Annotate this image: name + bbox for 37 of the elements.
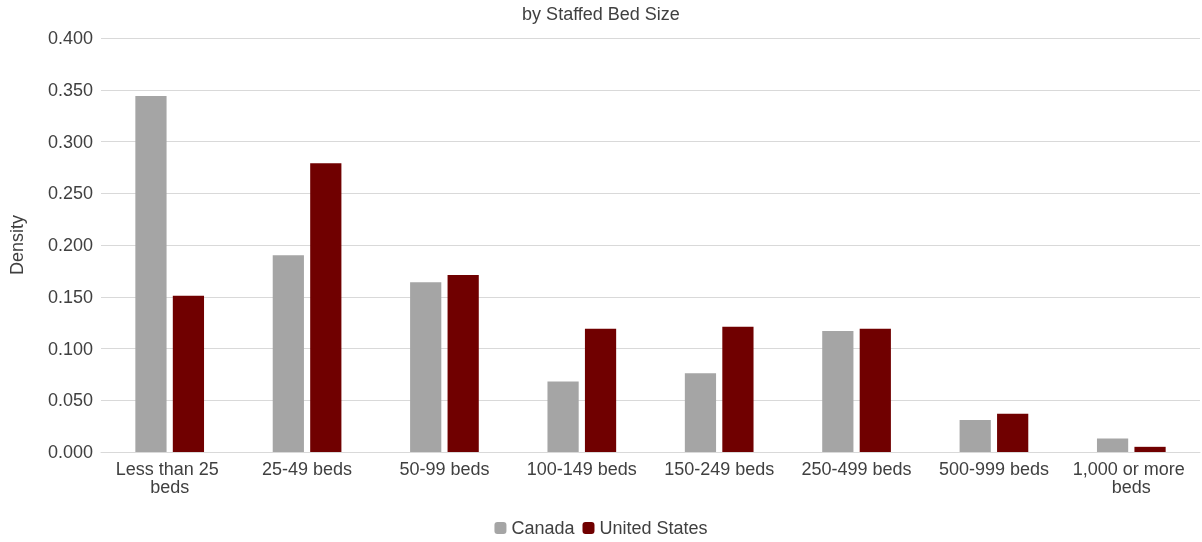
y-tick-label: 0.300 — [47, 131, 93, 152]
bar — [1096, 438, 1129, 452]
bar — [272, 255, 304, 452]
legend-label: United States — [599, 518, 708, 538]
bar — [1134, 446, 1166, 452]
y-tick-label: 0.250 — [47, 183, 93, 204]
bar — [722, 326, 754, 452]
y-axis-title: Density — [7, 214, 27, 276]
y-tick-label: 0.200 — [47, 235, 93, 255]
bar — [172, 295, 205, 452]
bar — [959, 419, 991, 452]
x-tick-label: 100-149 beds — [526, 459, 637, 479]
bar — [410, 282, 442, 452]
bar — [684, 373, 717, 452]
x-tick-label: 1,000 or more beds — [1072, 459, 1190, 497]
bar — [547, 381, 579, 452]
y-tick-label: 0.150 — [47, 286, 93, 307]
bar — [997, 413, 1029, 452]
x-tick-label: Less than 25 beds — [115, 459, 224, 497]
bar — [859, 328, 891, 452]
bar — [822, 330, 854, 452]
x-tick-label: 50-99 beds — [399, 459, 490, 479]
bar — [135, 95, 167, 452]
bar — [310, 163, 342, 452]
y-tick-label: 0.100 — [47, 338, 93, 359]
bar — [584, 328, 617, 452]
legend-label: Canada — [511, 518, 576, 538]
y-tick-label: 0.000 — [47, 442, 93, 462]
y-tick-label: 0.050 — [47, 390, 93, 411]
chart-title: by Staffed Bed Size — [522, 4, 680, 24]
x-tick-label: 250-499 beds — [801, 459, 912, 479]
y-tick-label: 0.350 — [47, 79, 93, 100]
bar — [447, 275, 479, 452]
x-tick-label: 500-999 beds — [938, 459, 1049, 479]
x-tick-label: 150-249 beds — [664, 459, 775, 479]
x-tick-label: 25-49 beds — [262, 459, 353, 479]
y-tick-label: 0.400 — [47, 28, 93, 48]
